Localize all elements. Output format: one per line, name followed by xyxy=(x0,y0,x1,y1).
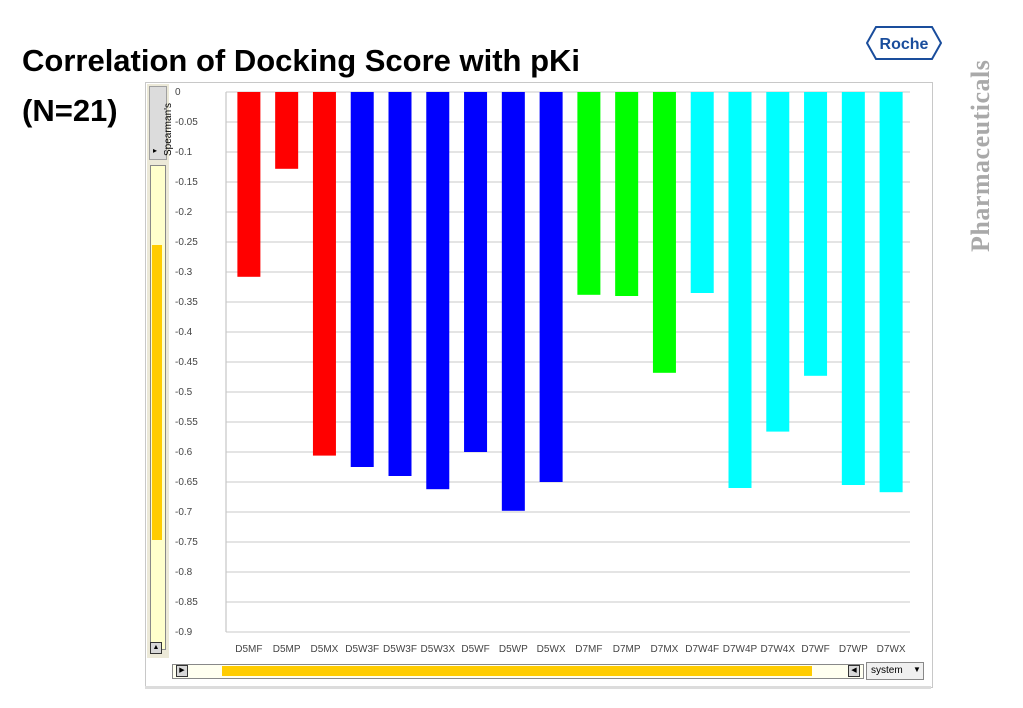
triangle-right-icon[interactable]: ▸ xyxy=(153,146,158,155)
slide-title-line1: Correlation of Docking Score with pKi xyxy=(22,43,581,78)
x-tick-label: D5W3F xyxy=(345,644,379,655)
y-axis-selector[interactable] xyxy=(149,86,167,160)
chart-grid xyxy=(225,91,910,633)
y-tick-label: -0.4 xyxy=(175,327,193,338)
x-tick-label: D7W4X xyxy=(761,644,796,655)
x-tick-label: D5WP xyxy=(499,644,528,655)
y-tick-label: -0.65 xyxy=(175,477,198,488)
roche-logo-text: Roche xyxy=(880,36,929,53)
bar-d5w3f[interactable] xyxy=(350,92,374,467)
x-tick-label: D7WF xyxy=(801,644,829,655)
chevron-down-icon[interactable]: ▼ xyxy=(913,665,921,674)
chart-bars xyxy=(237,92,903,511)
y-tick-label: -0.3 xyxy=(175,267,193,278)
bar-d7mf[interactable] xyxy=(577,92,601,295)
y-tick-label: -0.2 xyxy=(175,207,193,218)
bar-d5w3x[interactable] xyxy=(426,92,450,490)
bar-d7mp[interactable] xyxy=(615,92,639,296)
x-tick-label: D7W4P xyxy=(723,644,758,655)
x-tick-label: D7W4F xyxy=(685,644,719,655)
bar-d7w4p[interactable] xyxy=(728,92,752,488)
bar-d5wf[interactable] xyxy=(464,92,488,452)
x-tick-label: D5W3F xyxy=(383,644,417,655)
y-tick-labels: 0 -0.05 -0.1 -0.15 -0.2 -0.25 -0.3 -0.35 -0.4 -0.… xyxy=(175,87,198,638)
x-tick-label: D5MX xyxy=(311,644,339,655)
y-tick-label: -0.8 xyxy=(175,567,193,578)
y-tick-label: -0.55 xyxy=(175,417,198,428)
slide-title: Correlation of Docking Score with pKi (N… xyxy=(22,36,580,136)
chart-widget-shadow xyxy=(145,686,931,689)
x-tick-label: D5W3X xyxy=(421,644,456,655)
triangle-up-icon[interactable]: ▲ xyxy=(150,642,162,654)
bar-d7w4x[interactable] xyxy=(766,92,790,432)
y-tick-label: -0.15 xyxy=(175,177,198,188)
bar-d7wp[interactable] xyxy=(841,92,865,485)
bar-d5mf[interactable] xyxy=(237,92,261,277)
y-tick-label: -0.75 xyxy=(175,537,198,548)
bar-d5wp[interactable] xyxy=(501,92,525,511)
bar-d5w3p[interactable] xyxy=(388,92,412,476)
y-tick-label: -0.6 xyxy=(175,447,193,458)
scroll-right-icon[interactable]: ▶ xyxy=(176,665,188,677)
x-tick-label: D5WX xyxy=(537,644,566,655)
vertical-scrollbar-thumb[interactable] xyxy=(152,245,162,540)
bar-d5mx[interactable] xyxy=(312,92,336,456)
y-tick-label: -0.7 xyxy=(175,507,193,518)
x-tick-labels: D5MF D5MP D5MX D5W3F D5W3F D5W3X D5WF D5WP D5WX D… xyxy=(235,644,906,655)
chart-widget-frame xyxy=(145,82,933,688)
scroll-left-icon[interactable]: ◀ xyxy=(848,665,860,677)
x-tick-label: D5MF xyxy=(235,644,262,655)
x-tick-label: D7WX xyxy=(877,644,906,655)
bar-d5wx[interactable] xyxy=(539,92,563,482)
horizontal-scrollbar-thumb[interactable] xyxy=(222,666,812,676)
y-tick-label: -0.85 xyxy=(175,597,198,608)
bar-d7w4f[interactable] xyxy=(690,92,714,293)
y-tick-label: -0.5 xyxy=(175,387,193,398)
bar-d7wx[interactable] xyxy=(879,92,903,493)
roche-logo: Roche xyxy=(866,26,942,60)
x-tick-label: D5MP xyxy=(273,644,301,655)
y-tick-label: -0.9 xyxy=(175,627,193,638)
x-tick-label: D7MX xyxy=(651,644,679,655)
y-tick-label: -0.25 xyxy=(175,237,198,248)
x-tick-label: D7MF xyxy=(575,644,602,655)
y-tick-label: 0 xyxy=(175,87,181,98)
bar-d7wf[interactable] xyxy=(804,92,828,376)
slide-title-line2: (N=21) xyxy=(22,93,118,128)
y-tick-label: -0.1 xyxy=(175,147,193,158)
x-tick-label: D5WF xyxy=(461,644,489,655)
x-tick-label: D7MP xyxy=(613,644,641,655)
y-tick-label: -0.05 xyxy=(175,117,198,128)
y-tick-label: -0.35 xyxy=(175,297,198,308)
bar-d5mp[interactable] xyxy=(275,92,299,169)
system-dropdown[interactable]: system xyxy=(866,662,924,680)
y-tick-label: -0.45 xyxy=(175,357,198,368)
x-tick-label: D7WP xyxy=(839,644,868,655)
bar-d7mx[interactable] xyxy=(652,92,676,373)
